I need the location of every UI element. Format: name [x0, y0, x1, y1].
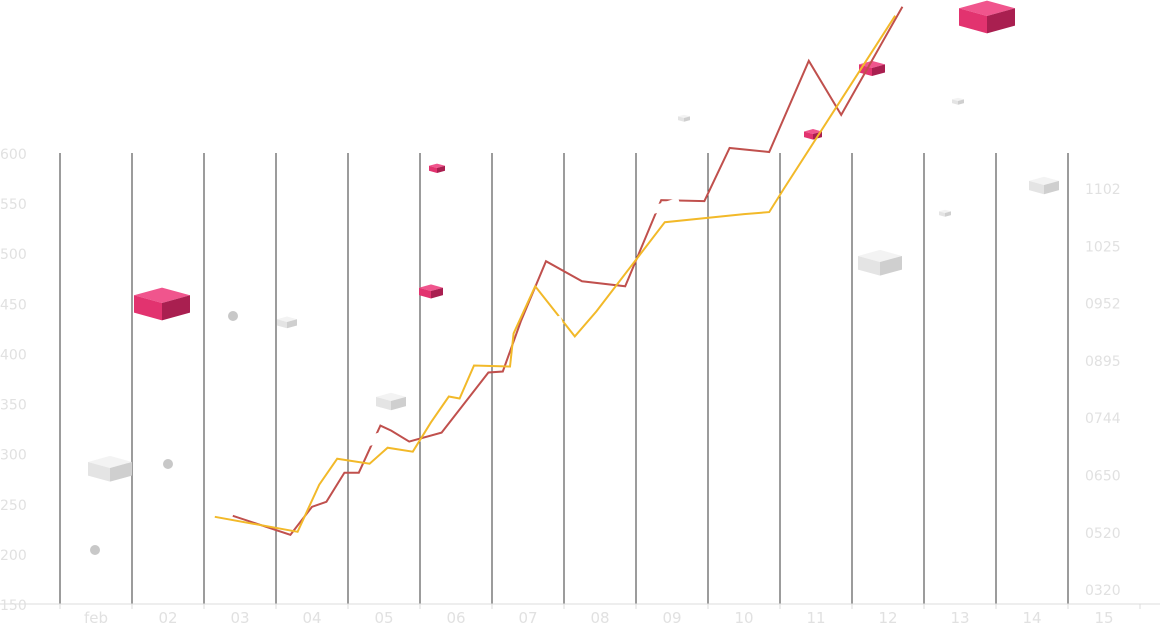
- cube-top: [678, 114, 690, 118]
- y-tick-label: 200: [0, 548, 27, 564]
- cube-right: [391, 396, 406, 411]
- x-tick-label: 11: [806, 609, 825, 627]
- right-tick-label: 0895: [1085, 354, 1121, 370]
- cube-left: [376, 396, 391, 411]
- x-tick-label: 14: [1022, 609, 1041, 627]
- y-tick-label: 350: [0, 398, 27, 414]
- cube-right: [110, 461, 132, 482]
- grey-cube: [952, 97, 964, 105]
- y-tick-label: 250: [0, 498, 27, 514]
- grey-cube: [376, 392, 406, 411]
- cube-right: [437, 165, 445, 173]
- grey-dot: [90, 545, 100, 555]
- grey-dot: [228, 311, 238, 321]
- pink-cube: [134, 287, 190, 321]
- x-tick-label: 07: [518, 609, 537, 627]
- cube-right: [287, 319, 297, 329]
- decorations: [88, 0, 1059, 555]
- pink-cube: [959, 0, 1015, 34]
- y-tick-label: 550: [0, 197, 27, 213]
- series-line-1: [232, 6, 904, 536]
- x-tick-label: 04: [302, 609, 321, 627]
- x-tick-label: 10: [734, 609, 753, 627]
- y-tick-label: 300: [0, 448, 27, 464]
- series-lines: [214, 6, 904, 536]
- pink-cube: [859, 60, 885, 77]
- cube-left: [678, 116, 684, 122]
- cube-right: [1044, 180, 1059, 195]
- grey-cube: [277, 316, 297, 329]
- pink-cube: [429, 163, 445, 173]
- y-tick-label: 150: [0, 598, 27, 614]
- cube-left: [939, 211, 945, 217]
- cube-right: [431, 287, 443, 299]
- cube-left: [1029, 180, 1044, 195]
- cube-right: [684, 116, 690, 122]
- y-tick-label: 400: [0, 347, 27, 363]
- x-tick-label: 12: [878, 609, 897, 627]
- cube-right: [958, 99, 964, 105]
- y-tick-label: 450: [0, 297, 27, 313]
- line-gap: [445, 312, 478, 332]
- cube-left: [88, 461, 110, 482]
- right-tick-label: 0744: [1085, 411, 1121, 427]
- right-tick-label: 0520: [1085, 526, 1121, 542]
- cube-top: [429, 163, 445, 168]
- cube-right: [872, 64, 885, 77]
- grey-cube: [858, 249, 902, 276]
- cube-left: [858, 255, 880, 276]
- right-tick-label: 0320: [1085, 583, 1121, 599]
- grey-dot: [163, 459, 173, 469]
- series-line-2: [214, 15, 897, 533]
- pink-cube: [419, 284, 443, 299]
- grey-cube: [1029, 176, 1059, 195]
- right-tick-label: 1102: [1085, 182, 1121, 198]
- cube-left: [419, 287, 431, 299]
- x-tick-label: 08: [590, 609, 609, 627]
- line-gap: [716, 177, 736, 198]
- right-tick-label: 1025: [1085, 239, 1121, 255]
- x-tick-label: 03: [230, 609, 249, 627]
- cube-right: [987, 8, 1015, 34]
- cube-top: [858, 249, 902, 262]
- x-tick-label: 02: [158, 609, 177, 627]
- x-tick-label: 09: [662, 609, 681, 627]
- cube-left: [804, 131, 813, 140]
- tick-labels: 1502002503003504004505005506001102102509…: [0, 147, 1121, 627]
- line-gap: [640, 197, 681, 218]
- grid-lines: [0, 153, 1160, 609]
- x-tick-label: 13: [950, 609, 969, 627]
- cube-left: [952, 99, 958, 105]
- cube-left: [134, 295, 162, 321]
- x-tick-label: 15: [1094, 609, 1113, 627]
- right-tick-label: 0952: [1085, 297, 1121, 313]
- y-tick-label: 500: [0, 247, 27, 263]
- line-gap: [528, 315, 563, 334]
- cube-right: [162, 295, 190, 321]
- cube-left: [429, 165, 437, 173]
- cube-left: [277, 319, 287, 329]
- cube-top: [959, 0, 1015, 16]
- cube-right: [945, 211, 951, 217]
- cube-right: [880, 255, 902, 276]
- grey-cube: [678, 114, 690, 122]
- grey-cube: [88, 455, 132, 482]
- line-gap: [362, 429, 390, 448]
- y-tick-label: 600: [0, 147, 27, 163]
- cube-top: [952, 97, 964, 101]
- grey-cube: [939, 209, 951, 217]
- x-tick-label: 06: [446, 609, 465, 627]
- line-gap: [424, 352, 457, 374]
- cube-left: [959, 8, 987, 34]
- right-tick-label: 0650: [1085, 469, 1121, 485]
- x-tick-label: feb: [84, 609, 108, 627]
- x-tick-label: 05: [374, 609, 393, 627]
